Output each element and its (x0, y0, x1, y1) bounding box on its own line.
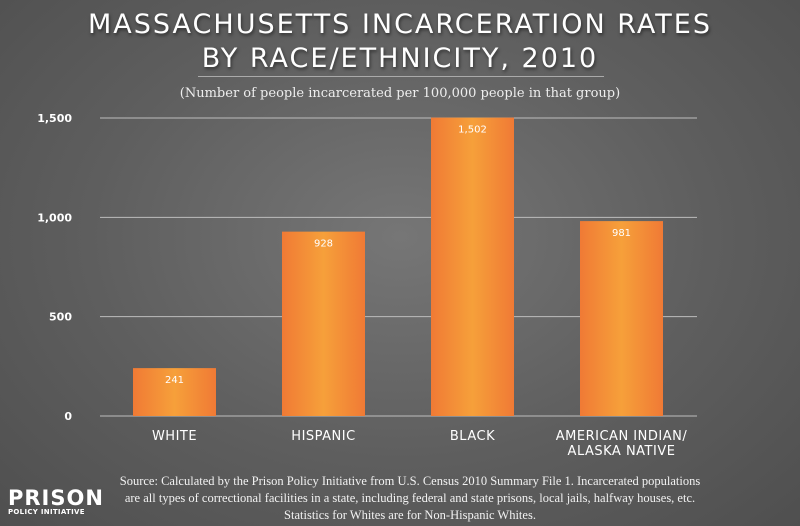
y-tick-label: 1,000 (37, 211, 72, 224)
bar-chart: 0 500 1,000 1,500 241 WHITE 928 HISPANIC 1,502 BL… (37, 112, 697, 459)
bar (133, 368, 216, 416)
title-divider (198, 76, 604, 77)
x-tick-label: BLACK (450, 429, 495, 444)
bar (580, 221, 663, 416)
x-tick-label: AMERICAN INDIAN/ (556, 429, 688, 444)
bar (431, 117, 514, 417)
source-line: are all types of correctional facilities… (124, 491, 696, 505)
data-label: 1,502 (458, 125, 487, 136)
chart-subtitle: (Number of people incarcerated per 100,0… (179, 86, 621, 101)
source-line: Statistics for Whites are for Non-Hispan… (284, 508, 536, 522)
data-label: 928 (314, 239, 333, 250)
x-tick-label: HISPANIC (291, 429, 355, 444)
chart-title: MASSACHUSETTS INCARCERATION RATES BY RAC… (0, 8, 800, 76)
data-label: 981 (612, 228, 631, 239)
source-line: Source: Calculated by the Prison Policy … (119, 474, 701, 488)
x-tick-label: WHITE (152, 429, 197, 444)
data-label: 241 (165, 375, 184, 386)
title-line-1: MASSACHUSETTS INCARCERATION RATES (88, 9, 712, 40)
y-tick-label: 1,500 (37, 112, 72, 125)
x-tick-label: ALASKA NATIVE (568, 444, 676, 459)
source-note: Source: Calculated by the Prison Policy … (110, 473, 710, 524)
bar (282, 231, 365, 416)
y-tick-label: 500 (49, 311, 72, 324)
logo-line-1: PRISON (8, 486, 104, 510)
logo-line-2: POLICY INITIATIVE (8, 508, 85, 516)
prison-policy-initiative-logo: PRISON POLICY INITIATIVE (8, 486, 104, 517)
title-line-2: BY RACE/ETHNICITY, 2010 (201, 43, 599, 74)
y-tick-label: 0 (64, 410, 72, 423)
